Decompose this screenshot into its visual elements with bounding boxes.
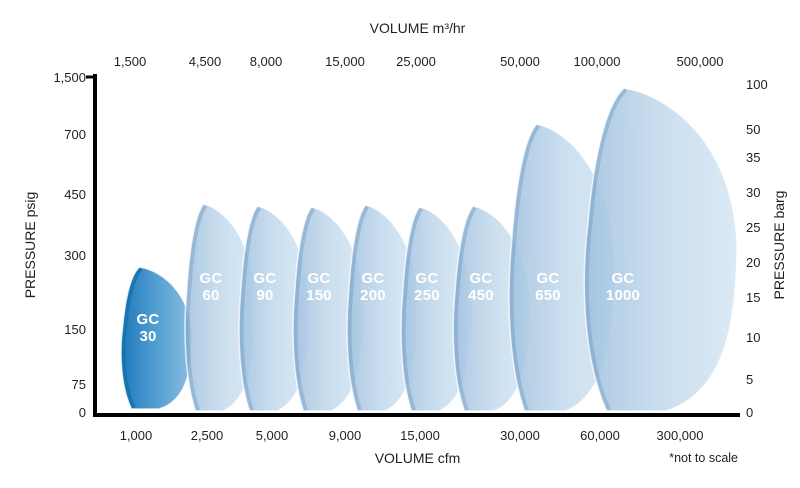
model-labels: GC 30 GC 60 GC 90 GC 150 GC 200 GC 250 GC 450 GC 650 GC 1… (137, 270, 640, 345)
region-gc-1000 (584, 88, 737, 411)
top-tick-label: 25,000 (396, 54, 436, 69)
region-outline (120, 266, 193, 410)
left-tick-label: 75 (72, 377, 86, 392)
right-tick-label: 25 (746, 220, 760, 235)
right-tick-label: 5 (746, 372, 753, 387)
label-gc-1000: GC 1000 (606, 270, 640, 304)
label-gc-650: GC 650 (535, 270, 561, 304)
axis-lines (86, 74, 740, 417)
right-tick-label: 35 (746, 150, 760, 165)
bottom-tick-label: 300,000 (657, 428, 704, 443)
label-gc-90: GC 90 (254, 270, 277, 304)
top-tick-label: 50,000 (500, 54, 540, 69)
right-tick-label: 20 (746, 255, 760, 270)
left-tick-label: 150 (64, 322, 86, 337)
top-tick-label: 15,000 (325, 54, 365, 69)
left-tick-label: 0 (79, 405, 86, 420)
bottom-tick-label: 1,000 (120, 428, 153, 443)
right-tick-label: 15 (746, 290, 760, 305)
top-tick-label: 1,500 (114, 54, 147, 69)
bottom-tick-label: 2,500 (191, 428, 224, 443)
right-tick-label: 0 (746, 405, 753, 420)
tick-labels: 1,50070045030015075010050353025201510501… (53, 54, 767, 443)
left-tick-label: 1,500 (53, 70, 86, 85)
bottom-tick-label: 5,000 (256, 428, 289, 443)
not-to-scale-note: *not to scale (669, 451, 738, 465)
model-regions (120, 87, 738, 412)
bottom-tick-label: 60,000 (580, 428, 620, 443)
bottom-tick-label: 9,000 (329, 428, 362, 443)
left-tick-label: 700 (64, 127, 86, 142)
x-axis-bottom-title: VOLUME cfm (374, 450, 461, 466)
label-gc-150: GC 150 (306, 270, 332, 304)
label-gc-250: GC 250 (414, 270, 440, 304)
bottom-tick-label: 30,000 (500, 428, 540, 443)
top-tick-label: 4,500 (189, 54, 222, 69)
label-gc-450: GC 450 (468, 270, 494, 304)
right-tick-label: 100 (746, 77, 768, 92)
top-tick-label: 500,000 (677, 54, 724, 69)
region-outline (583, 87, 738, 412)
label-gc-30: GC 30 (137, 311, 160, 345)
right-tick-label: 50 (746, 122, 760, 137)
bottom-tick-label: 15,000 (400, 428, 440, 443)
x-axis-top-title: VOLUME m³/hr (369, 20, 466, 36)
label-gc-60: GC 60 (200, 270, 223, 304)
left-tick-label: 450 (64, 187, 86, 202)
axis-frame (93, 74, 740, 417)
right-tick-label: 30 (746, 185, 760, 200)
label-gc-200: GC 200 (360, 270, 386, 304)
top-tick-label: 8,000 (250, 54, 283, 69)
left-tick-label: 300 (64, 248, 86, 263)
right-tick-label: 10 (746, 330, 760, 345)
top-tick-label: 100,000 (574, 54, 621, 69)
